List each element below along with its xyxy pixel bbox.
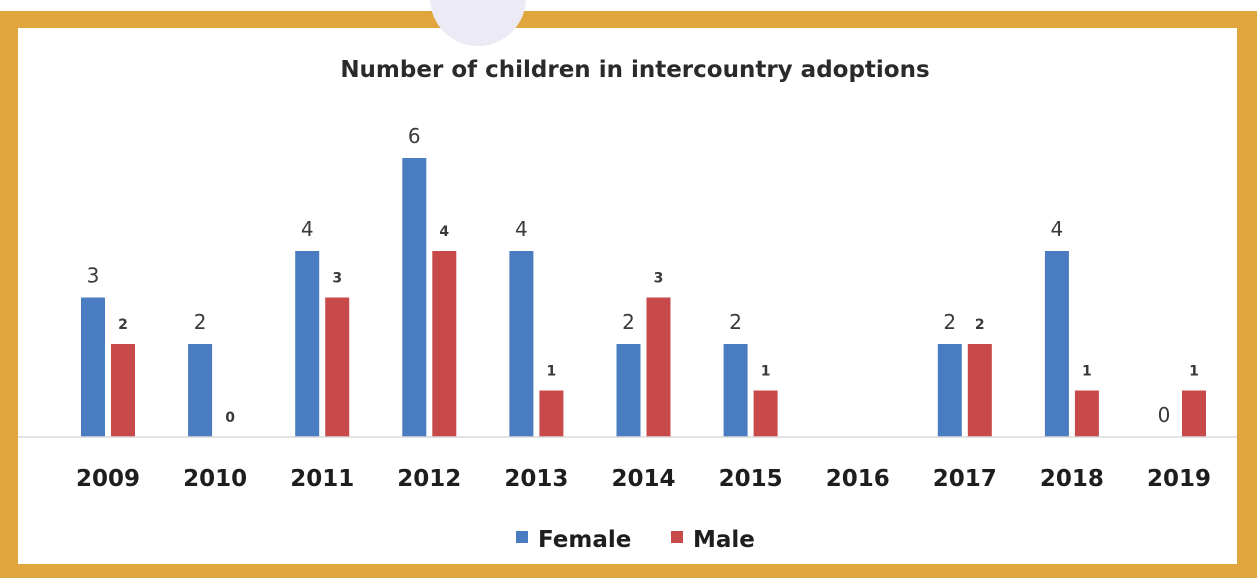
data-label-male-2009: 2 (118, 317, 128, 333)
bar-female-2018 (1044, 251, 1069, 437)
x-tick-label: 2012 (397, 466, 461, 492)
x-tick-label: 2013 (504, 466, 568, 492)
bar-female-2010 (188, 344, 213, 437)
bar-male-2015 (753, 390, 778, 437)
x-tick-label: 2016 (826, 466, 890, 492)
data-label-female-2017: 2 (943, 310, 956, 334)
bar-male-2017 (967, 344, 992, 437)
legend-swatch-female (516, 531, 528, 543)
data-label-male-2012: 4 (439, 224, 449, 240)
data-label-male-2015: 1 (761, 364, 771, 380)
data-label-female-2010: 2 (194, 310, 207, 334)
data-label-female-2014: 2 (622, 310, 635, 334)
x-tick-label: 2015 (719, 466, 783, 492)
bar-female-2015 (723, 344, 748, 437)
data-label-female-2009: 3 (87, 264, 100, 288)
chart-title: Number of children in intercountry adopt… (340, 57, 929, 83)
bar-female-2012 (402, 158, 427, 437)
chart-panel: Number of children in intercountry adopt… (18, 0, 1237, 564)
x-tick-label: 2010 (183, 466, 247, 492)
data-label-female-2018: 4 (1051, 217, 1064, 241)
bar-female-2011 (295, 251, 320, 437)
bar-male-2014 (646, 297, 671, 437)
data-label-female-2013: 4 (515, 217, 528, 241)
data-label-female-2012: 6 (408, 124, 421, 148)
x-tick-label: 2014 (611, 466, 675, 492)
bar-chart: Number of children in intercountry adopt… (18, 57, 1237, 553)
legend-label-male: Male (693, 527, 755, 553)
bars-layer: 3 2 2 0 4 3 6 4 4 1 2 3 2 1 2 2 4 1 0 1 (81, 124, 1206, 437)
x-tick-label: 2009 (76, 466, 140, 492)
bar-male-2018 (1074, 390, 1099, 437)
bar-male-2009 (111, 344, 135, 437)
bar-female-2013 (509, 251, 534, 437)
data-label-male-2018: 1 (1082, 364, 1092, 380)
data-label-female-2011: 4 (301, 217, 314, 241)
data-label-male-2014: 3 (654, 271, 664, 287)
data-label-female-2015: 2 (729, 310, 742, 334)
x-tick-labels: 2009 2010 2011 2012 2013 2014 2015 2016 2017 2018… (76, 466, 1211, 492)
bar-male-2012 (432, 251, 457, 437)
bar-female-2009 (81, 297, 105, 437)
data-label-male-2017: 2 (975, 317, 985, 333)
x-tick-label: 2019 (1147, 466, 1211, 492)
bar-female-2017 (937, 344, 962, 437)
data-label-male-2010: 0 (225, 410, 235, 426)
x-tick-label: 2017 (933, 466, 997, 492)
data-label-female-2019: 0 (1158, 403, 1171, 427)
legend: Female Male (516, 527, 755, 553)
legend-swatch-male (671, 531, 683, 543)
x-tick-label: 2011 (290, 466, 354, 492)
data-label-male-2019: 1 (1189, 364, 1199, 380)
data-label-male-2013: 1 (547, 364, 557, 380)
legend-label-female: Female (538, 527, 631, 553)
bar-female-2014 (616, 344, 641, 437)
bar-male-2011 (325, 297, 350, 437)
bar-male-2019 (1182, 390, 1206, 437)
data-label-male-2011: 3 (332, 271, 342, 287)
bar-male-2013 (539, 390, 564, 437)
x-tick-label: 2018 (1040, 466, 1104, 492)
